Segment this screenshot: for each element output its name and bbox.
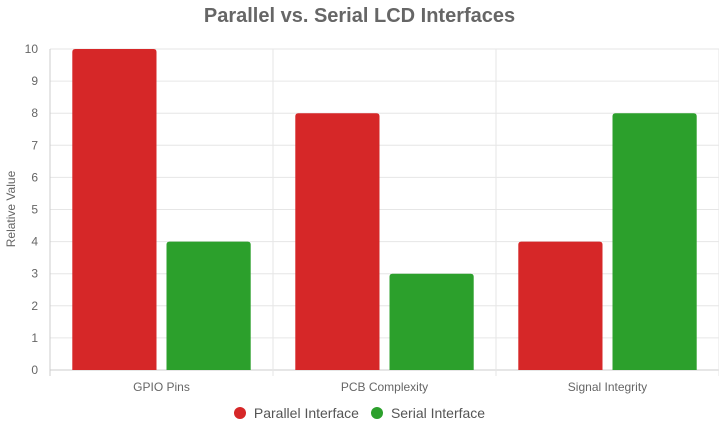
y-axis-ticks: 0 1 2 3 4 5 6 7 8 9 10 — [25, 42, 39, 377]
x-tick-label: GPIO Pins — [133, 380, 190, 394]
y-tick-label: 5 — [31, 203, 38, 217]
legend: Parallel Interface Serial Interface — [0, 405, 719, 422]
bars — [72, 49, 697, 370]
bar[interactable] — [612, 113, 697, 370]
y-tick-label: 3 — [31, 267, 38, 281]
bar[interactable] — [166, 241, 251, 370]
y-tick-label: 2 — [31, 299, 38, 313]
bar[interactable] — [518, 241, 603, 370]
legend-item[interactable]: Parallel Interface — [233, 405, 359, 421]
y-tick-label: 7 — [31, 138, 38, 152]
grid-lines — [49, 48, 719, 376]
y-tick-label: 4 — [31, 235, 38, 249]
y-tick-label: 6 — [31, 170, 38, 184]
y-tick-label: 9 — [31, 74, 38, 88]
y-tick-label: 10 — [25, 42, 39, 56]
legend-swatch — [233, 407, 246, 419]
y-tick-label: 1 — [31, 331, 38, 345]
legend-label: Parallel Interface — [253, 405, 359, 421]
y-axis-label: Relative Value — [4, 170, 18, 247]
y-tick-label: 0 — [31, 363, 38, 377]
y-tick-label: 8 — [31, 106, 38, 120]
legend-item[interactable]: Serial Interface — [370, 405, 486, 421]
x-tick-label: PCB Complexity — [341, 380, 428, 394]
legend-swatch — [370, 407, 383, 419]
bar[interactable] — [295, 113, 380, 370]
chart-title: Parallel vs. Serial LCD Interfaces — [203, 5, 516, 27]
plot-area: 0 1 2 3 4 5 6 7 8 9 10 GPIO Pins PCB Complexity Sign… — [4, 42, 719, 394]
bar[interactable] — [72, 49, 157, 370]
x-tick-label: Signal Integrity — [568, 380, 647, 394]
legend-label: Serial Interface — [390, 405, 486, 421]
bar[interactable] — [389, 273, 474, 370]
x-axis-ticks: GPIO Pins PCB Complexity Signal Integrity — [133, 380, 647, 394]
